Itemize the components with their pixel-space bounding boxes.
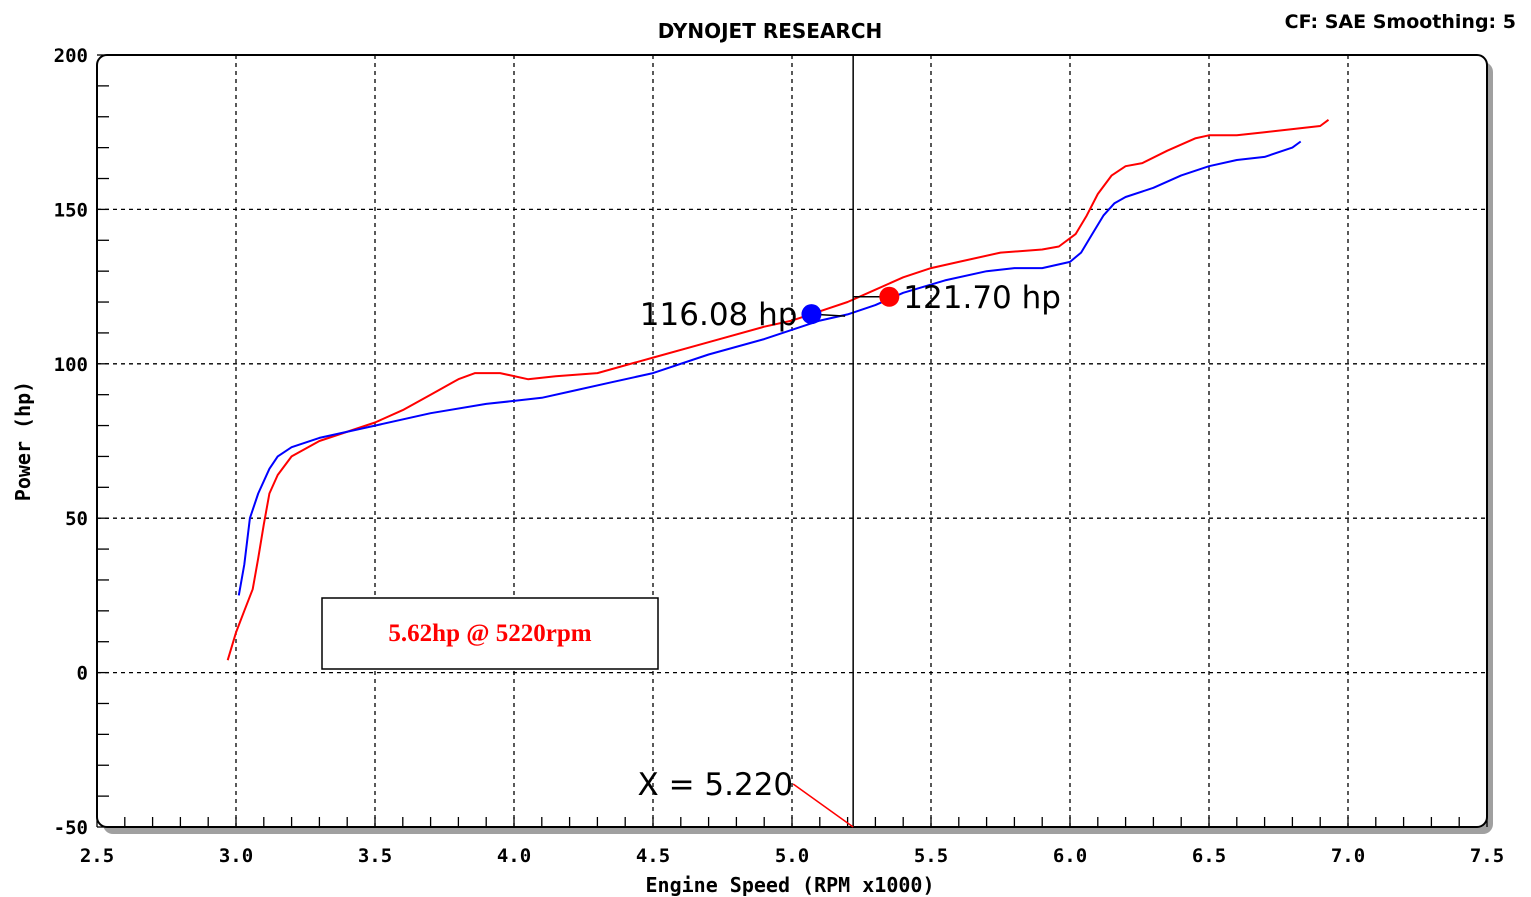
x-tick-label: 4.0	[497, 845, 531, 867]
y-tick-label: 0	[77, 663, 88, 685]
marker-label: 121.70 hp	[903, 280, 1061, 316]
x-tick-label: 4.5	[636, 845, 670, 867]
cursor-readout: X = 5.220	[637, 767, 793, 803]
x-tick-label: 5.0	[775, 845, 809, 867]
series-line-1	[237, 140, 1302, 596]
x-tick-labels: 2.5 3.0 3.5 4.0 4.5 5.0 5.5 6.0 6.5 7.0 7.5	[80, 845, 1504, 867]
y-tick-label: 50	[65, 508, 88, 530]
marker-label: 116.08 hp	[640, 297, 798, 333]
y-tick-label: 200	[54, 45, 88, 67]
x-tick-label: 7.5	[1470, 845, 1504, 867]
marker-dot	[879, 286, 900, 307]
x-tick-label: 7.0	[1331, 845, 1365, 867]
y-tick-label: 150	[54, 199, 88, 221]
marker-dot	[801, 304, 822, 325]
x-tick-label: 6.0	[1053, 845, 1087, 867]
annotation-box	[321, 597, 659, 670]
y-tick-label: 100	[54, 354, 88, 376]
grid	[97, 55, 1487, 827]
x-tick-label: 3.0	[219, 845, 253, 867]
chart-title: DYNOJET RESEARCH	[658, 19, 883, 43]
y-tick-label: -50	[54, 817, 88, 839]
x-tick-label: 6.5	[1192, 845, 1226, 867]
x-tick-label: 2.5	[80, 845, 114, 867]
y-axis-label: Power (hp)	[11, 381, 35, 501]
x-tick-label: 5.5	[914, 845, 948, 867]
annotation-text: 5.62hp @ 5220rpm	[388, 620, 591, 647]
y-tick-labels: 200 150 100 50 0 -50	[54, 45, 88, 839]
x-axis-label: Engine Speed (RPM x1000)	[646, 873, 935, 897]
cursor-pointer-line	[792, 783, 854, 828]
x-tick-label: 3.5	[358, 845, 392, 867]
markers-group: 116.08 hp 121.70 hp	[640, 280, 1061, 333]
settings-label: CF: SAE Smoothing: 5	[1285, 11, 1516, 33]
minor-ticks	[96, 54, 1488, 828]
